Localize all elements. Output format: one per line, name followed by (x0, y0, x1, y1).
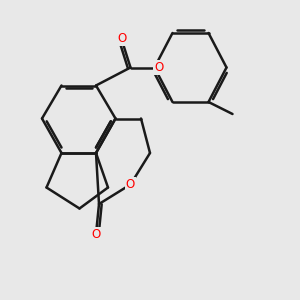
Text: O: O (92, 227, 100, 241)
Text: O: O (126, 178, 135, 191)
Text: O: O (154, 61, 164, 74)
Text: O: O (117, 32, 126, 46)
